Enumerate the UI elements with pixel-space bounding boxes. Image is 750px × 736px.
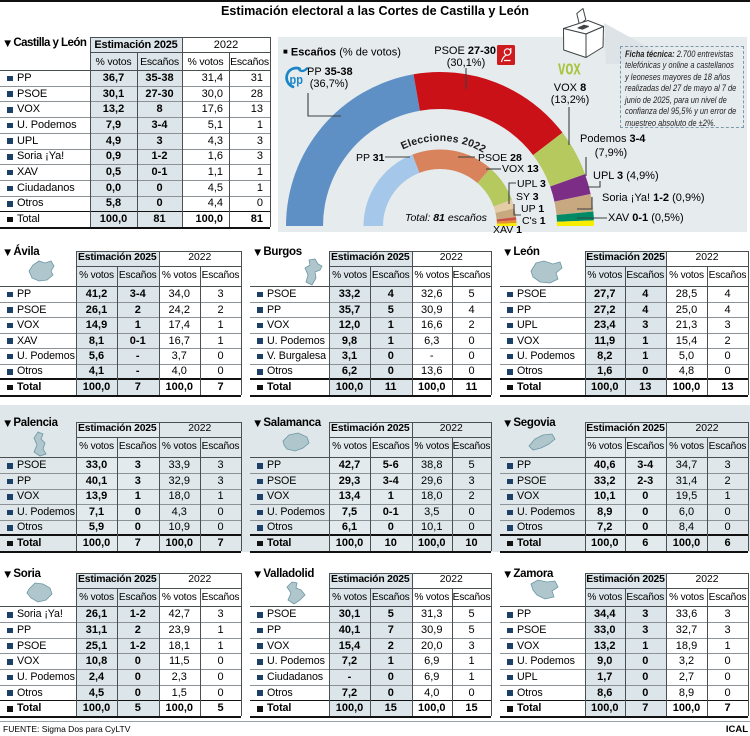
svg-text:vox: vox: [558, 57, 581, 79]
svg-text:pp: pp: [290, 73, 303, 87]
